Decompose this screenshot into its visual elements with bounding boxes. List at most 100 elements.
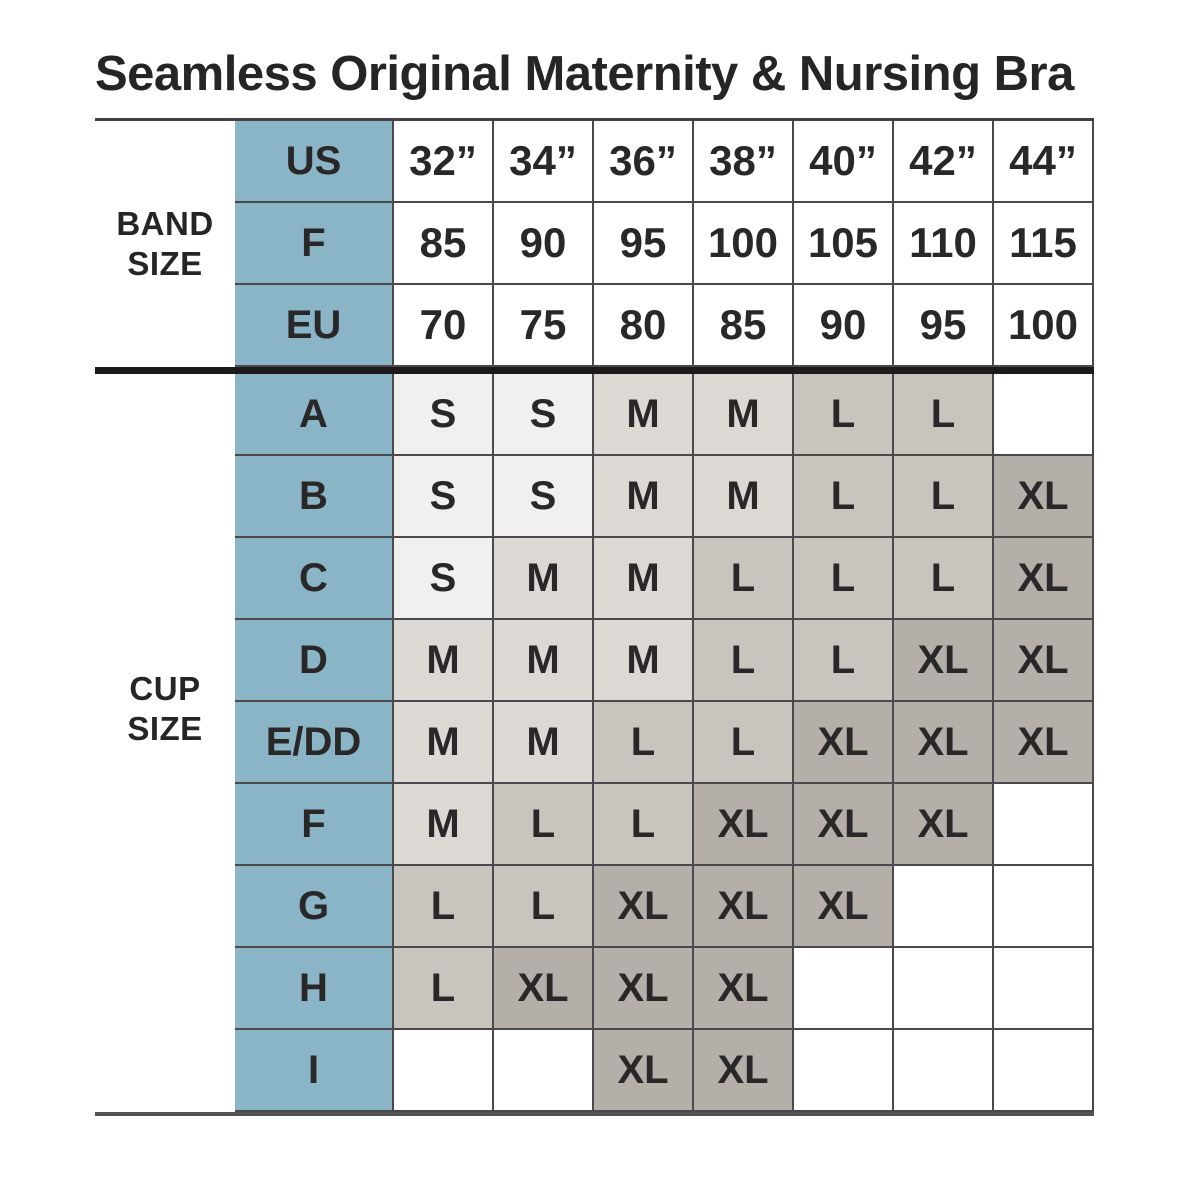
band-size-label-line2: SIZE	[127, 245, 203, 282]
cup-size-value-cell: M	[594, 538, 694, 620]
cup-size-value-cell: S	[394, 374, 494, 456]
band-size-value-cell: 85	[694, 285, 794, 367]
cup-size-value-cell: M	[394, 702, 494, 784]
cup-size-value-cell: XL	[994, 538, 1094, 620]
band-cup-separator-rule	[95, 367, 1094, 374]
cup-size-empty-cell	[794, 1030, 894, 1112]
band-size-section-label: BAND SIZE	[95, 121, 235, 367]
band-size-value-cell: 100	[694, 203, 794, 285]
cup-size-label-line1: CUP	[129, 670, 201, 708]
cup-size-value-cell: S	[494, 456, 594, 538]
cup-size-value-cell: XL	[594, 866, 694, 948]
cup-size-value-cell: XL	[694, 1030, 794, 1112]
cup-size-value-cell: M	[394, 784, 494, 866]
cup-size-value-cell: XL	[894, 702, 994, 784]
cup-size-empty-cell	[994, 866, 1094, 948]
cup-size-row-label: E/DD	[235, 702, 394, 784]
band-size-value-cell: 115	[994, 203, 1094, 285]
cup-size-row-label: B	[235, 456, 394, 538]
band-size-value-cell: 95	[594, 203, 694, 285]
cup-size-value-cell: XL	[594, 948, 694, 1030]
cup-size-value-cell: S	[494, 374, 594, 456]
cup-size-value-cell: L	[694, 538, 794, 620]
band-size-value-cell: 32”	[394, 121, 494, 203]
cup-size-value-cell: M	[594, 374, 694, 456]
cup-size-value-cell: M	[694, 374, 794, 456]
band-size-value-cell: 105	[794, 203, 894, 285]
cup-size-grid: A S S M M L L B S S M M L L XL C S M M L L L XL D M M M L L XL XL E/DD M…	[235, 374, 1094, 1112]
cup-size-value-cell: M	[694, 456, 794, 538]
cup-size-row-label: A	[235, 374, 394, 456]
band-size-value-cell: 90	[794, 285, 894, 367]
cup-size-value-cell: XL	[594, 1030, 694, 1112]
cup-size-value-cell: M	[594, 456, 694, 538]
cup-size-value-cell: L	[394, 866, 494, 948]
cup-size-empty-cell	[994, 948, 1094, 1030]
cup-size-value-cell: XL	[694, 784, 794, 866]
cup-size-value-cell: M	[394, 620, 494, 702]
cup-size-value-cell: XL	[994, 456, 1094, 538]
band-size-value-cell: 100	[994, 285, 1094, 367]
band-size-grid: US 32” 34” 36” 38” 40” 42” 44” F 85 90 95 100 105 110 1…	[235, 121, 1094, 367]
cup-size-value-cell: L	[594, 784, 694, 866]
table-bottom-rule	[95, 1112, 1094, 1116]
band-size-value-cell: 95	[894, 285, 994, 367]
cup-size-label-line2: SIZE	[127, 710, 203, 747]
cup-size-value-cell: M	[494, 702, 594, 784]
cup-size-value-cell: L	[794, 374, 894, 456]
cup-size-row-label: C	[235, 538, 394, 620]
band-size-row-label: F	[235, 203, 394, 285]
cup-size-value-cell: L	[394, 948, 494, 1030]
band-size-row-label: US	[235, 121, 394, 203]
cup-size-value-cell: L	[794, 620, 894, 702]
band-size-value-cell: 80	[594, 285, 694, 367]
cup-size-value-cell: S	[394, 538, 494, 620]
cup-size-row-label: D	[235, 620, 394, 702]
cup-size-row-label: H	[235, 948, 394, 1030]
band-size-value-cell: 40”	[794, 121, 894, 203]
cup-size-empty-cell	[894, 866, 994, 948]
band-size-value-cell: 42”	[894, 121, 994, 203]
cup-size-value-cell: S	[394, 456, 494, 538]
cup-size-empty-cell	[994, 1030, 1094, 1112]
cup-size-empty-cell	[894, 1030, 994, 1112]
cup-size-value-cell: XL	[894, 620, 994, 702]
band-size-value-cell: 38”	[694, 121, 794, 203]
cup-size-value-cell: L	[794, 456, 894, 538]
band-size-label-line1: BAND	[116, 205, 214, 243]
cup-size-value-cell: XL	[994, 702, 1094, 784]
band-size-value-cell: 75	[494, 285, 594, 367]
cup-size-value-cell: L	[794, 538, 894, 620]
table-top-rule	[95, 118, 1094, 121]
cup-size-value-cell: L	[694, 620, 794, 702]
size-chart-table: BAND SIZE CUP SIZE US 32” 34” 36” 38” 40” 42” 4…	[95, 118, 1094, 1117]
cup-size-value-cell: L	[694, 702, 794, 784]
cup-size-row-label: F	[235, 784, 394, 866]
cup-size-empty-cell	[994, 374, 1094, 456]
band-size-value-cell: 90	[494, 203, 594, 285]
cup-size-value-cell: M	[494, 620, 594, 702]
cup-size-row-label: G	[235, 866, 394, 948]
cup-size-empty-cell	[494, 1030, 594, 1112]
cup-size-value-cell: L	[894, 456, 994, 538]
cup-size-value-cell: XL	[994, 620, 1094, 702]
band-size-value-cell: 36”	[594, 121, 694, 203]
cup-size-value-cell: XL	[794, 784, 894, 866]
cup-size-value-cell: L	[494, 784, 594, 866]
cup-size-value-cell: XL	[794, 866, 894, 948]
band-size-row-label: EU	[235, 285, 394, 367]
cup-size-section-label: CUP SIZE	[95, 559, 235, 859]
band-size-value-cell: 70	[394, 285, 494, 367]
band-size-value-cell: 110	[894, 203, 994, 285]
cup-size-value-cell: L	[894, 374, 994, 456]
chart-title: Seamless Original Maternity & Nursing Br…	[95, 47, 1074, 101]
cup-size-value-cell: L	[494, 866, 594, 948]
cup-size-empty-cell	[394, 1030, 494, 1112]
band-size-value-cell: 34”	[494, 121, 594, 203]
cup-size-value-cell: XL	[694, 866, 794, 948]
cup-size-value-cell: XL	[694, 948, 794, 1030]
band-size-value-cell: 44”	[994, 121, 1094, 203]
cup-size-value-cell: XL	[894, 784, 994, 866]
cup-size-empty-cell	[794, 948, 894, 1030]
